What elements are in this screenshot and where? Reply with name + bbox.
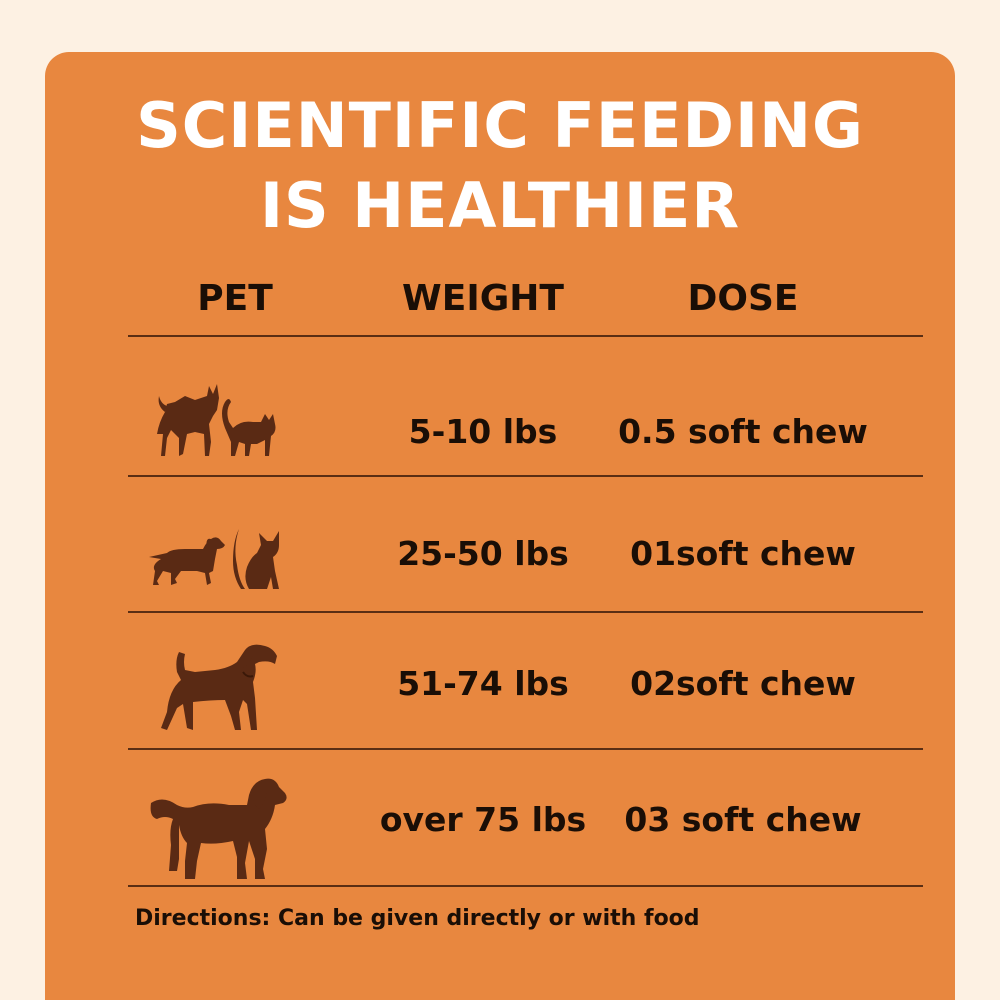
title-line-1: SCIENTIFIC FEEDING xyxy=(136,89,864,162)
feeding-card: SCIENTIFIC FEEDING IS HEALTHIER PET WEIG… xyxy=(45,52,955,1000)
header-dose: DOSE xyxy=(687,278,799,319)
directions-text: Directions: Can be given directly or wit… xyxy=(135,906,700,931)
dose-value: 01soft chew xyxy=(630,534,856,573)
divider xyxy=(128,475,923,477)
weight-value: 25-50 lbs xyxy=(397,534,569,573)
large-dog-icon xyxy=(150,778,287,879)
medium-dog-icon xyxy=(161,644,277,730)
header-weight: WEIGHT xyxy=(402,278,564,319)
header-pet: PET xyxy=(197,278,273,319)
small-dog-and-cat-icon xyxy=(157,384,276,456)
title-line-2: IS HEALTHIER xyxy=(259,169,741,242)
divider xyxy=(128,885,923,887)
weight-value: 5-10 lbs xyxy=(408,412,558,451)
dose-value: 03 soft chew xyxy=(624,800,862,839)
weight-value: 51-74 lbs xyxy=(397,664,569,703)
divider xyxy=(128,611,923,613)
dachshund-and-sitting-cat-icon xyxy=(149,529,279,589)
dose-value: 02soft chew xyxy=(630,664,856,703)
divider xyxy=(128,335,923,337)
divider xyxy=(128,748,923,750)
weight-value: over 75 lbs xyxy=(379,800,587,839)
dose-value: 0.5 soft chew xyxy=(618,412,868,451)
